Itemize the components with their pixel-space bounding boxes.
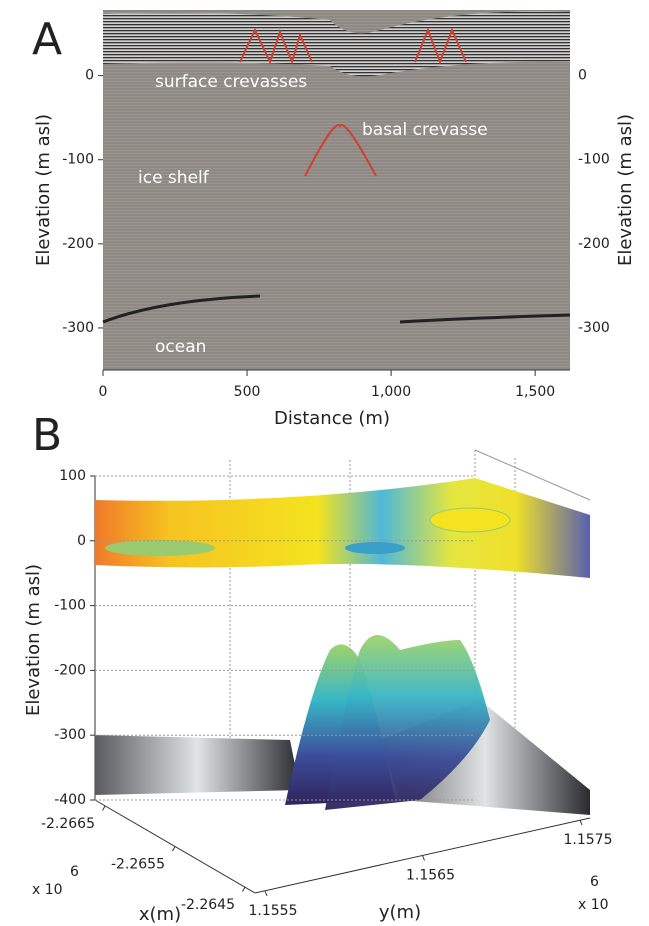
z-tick-label: -400 bbox=[54, 792, 86, 808]
z-tick-label: 0 bbox=[77, 533, 86, 549]
box-edge bbox=[474, 449, 591, 501]
z-tick-label: -200 bbox=[54, 662, 86, 678]
x-tick-label: 1,000 bbox=[371, 384, 411, 400]
crevasse-hyperbola bbox=[304, 124, 377, 177]
axis-multiplier: x 10 bbox=[578, 897, 609, 913]
axis-tick bbox=[172, 846, 176, 852]
axis-tick bbox=[579, 819, 583, 826]
radargram bbox=[103, 10, 570, 370]
panel-label: B bbox=[32, 410, 62, 461]
surface-layer bbox=[95, 478, 590, 578]
y-tick-label: -100 bbox=[578, 152, 610, 168]
basal-surface bbox=[95, 735, 300, 795]
axis-tick bbox=[422, 855, 425, 861]
axis-tick-label: 1.1575 bbox=[564, 832, 613, 848]
y-tick-label: -300 bbox=[578, 320, 610, 336]
axis-multiplier: x 10 bbox=[32, 882, 63, 898]
y-axis-label: Elevation (m asl) bbox=[615, 114, 636, 266]
y-tick-label: -300 bbox=[62, 320, 94, 336]
x-axis-label: x(m) bbox=[139, 904, 181, 925]
surface-reflection bbox=[103, 11, 570, 77]
y-axis-label: y(m) bbox=[379, 902, 421, 923]
x-tick-label: 1,500 bbox=[515, 384, 555, 400]
axis-tick-label: -2.2645 bbox=[181, 897, 235, 913]
axis-tick bbox=[102, 805, 106, 811]
x-tick-label: 0 bbox=[99, 384, 108, 400]
x-tick-label: 500 bbox=[234, 384, 261, 400]
surface-contour bbox=[345, 542, 405, 554]
basal-crevasse-ridge bbox=[325, 635, 490, 810]
crevasse-hyperbola bbox=[239, 27, 467, 66]
surface-contour bbox=[429, 507, 511, 533]
z-tick-label: 100 bbox=[59, 468, 86, 484]
axis-tick-label: -2.2665 bbox=[41, 816, 95, 832]
y-axis-label: Elevation (m asl) bbox=[33, 114, 54, 266]
annotation: surface crevasses bbox=[155, 72, 307, 92]
x-axis-label: Distance (m) bbox=[274, 408, 390, 429]
y-tick-label: 0 bbox=[85, 68, 94, 84]
panel-label: A bbox=[32, 14, 62, 65]
axis-exponent: 6 bbox=[590, 874, 599, 890]
surface-contour bbox=[105, 540, 215, 556]
y-tick-label: -200 bbox=[62, 236, 94, 252]
annotation: basal crevasse bbox=[362, 120, 488, 140]
z-tick-label: -300 bbox=[54, 727, 86, 743]
y-tick-label: 0 bbox=[578, 68, 587, 84]
basal-reflection bbox=[102, 294, 571, 324]
axis-tick bbox=[264, 890, 268, 897]
annotation: ice shelf bbox=[138, 168, 210, 188]
y-tick-label: -100 bbox=[62, 152, 94, 168]
axis-tick-label: -2.2655 bbox=[111, 857, 165, 873]
z-tick-label: -100 bbox=[54, 598, 86, 614]
annotation: ocean bbox=[155, 337, 206, 357]
y-tick-label: -200 bbox=[578, 236, 610, 252]
axis-exponent: 6 bbox=[70, 864, 79, 880]
axis-tick bbox=[242, 886, 246, 892]
axis-tick-label: 1.1565 bbox=[406, 868, 455, 884]
axis-tick-label: 1.1555 bbox=[249, 903, 298, 919]
z-axis-label: Elevation (m asl) bbox=[23, 564, 44, 716]
